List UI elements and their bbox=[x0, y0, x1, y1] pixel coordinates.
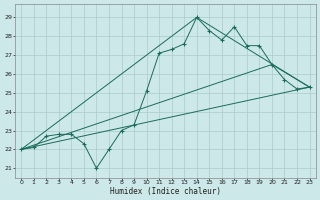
X-axis label: Humidex (Indice chaleur): Humidex (Indice chaleur) bbox=[110, 187, 221, 196]
